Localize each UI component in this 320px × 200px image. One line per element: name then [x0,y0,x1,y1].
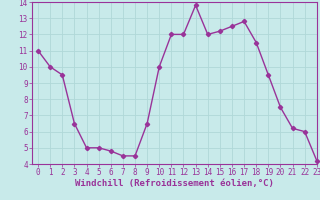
X-axis label: Windchill (Refroidissement éolien,°C): Windchill (Refroidissement éolien,°C) [75,179,274,188]
